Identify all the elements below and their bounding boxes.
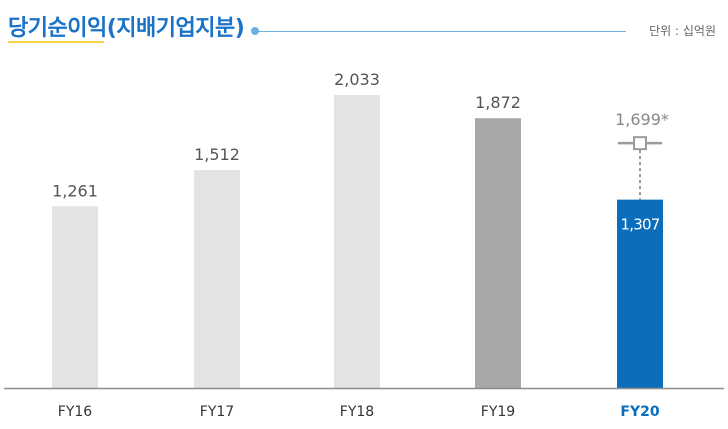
category-label-fy19: FY19	[481, 404, 515, 420]
bar-fy16	[52, 206, 98, 388]
value-label-fy18: 2,033	[334, 70, 380, 89]
title-underline	[8, 41, 104, 43]
value-label-fy19: 1,872	[475, 93, 521, 112]
header-rule-dot	[251, 27, 259, 35]
bar-fy19	[475, 118, 521, 388]
category-label-fy18: FY18	[340, 404, 374, 420]
header-rule	[256, 31, 626, 32]
value-label-fy16: 1,261	[52, 181, 98, 200]
bar-fy18	[334, 95, 380, 388]
bar-fy17	[194, 170, 240, 388]
bar-fy20	[617, 199, 663, 388]
annotation-label: 1,699*	[615, 110, 669, 129]
value-label-fy20: 1,307	[621, 216, 660, 234]
chart-title: 당기순이익(지배기업지분)	[8, 16, 245, 41]
category-label-fy16: FY16	[58, 404, 93, 420]
value-label-fy17: 1,512	[194, 145, 240, 164]
annotation-marker	[633, 136, 647, 151]
unit-label: 단위 : 십억원	[649, 24, 716, 38]
category-label-fy17: FY17	[200, 404, 234, 420]
category-label-fy20: FY20	[620, 404, 659, 420]
